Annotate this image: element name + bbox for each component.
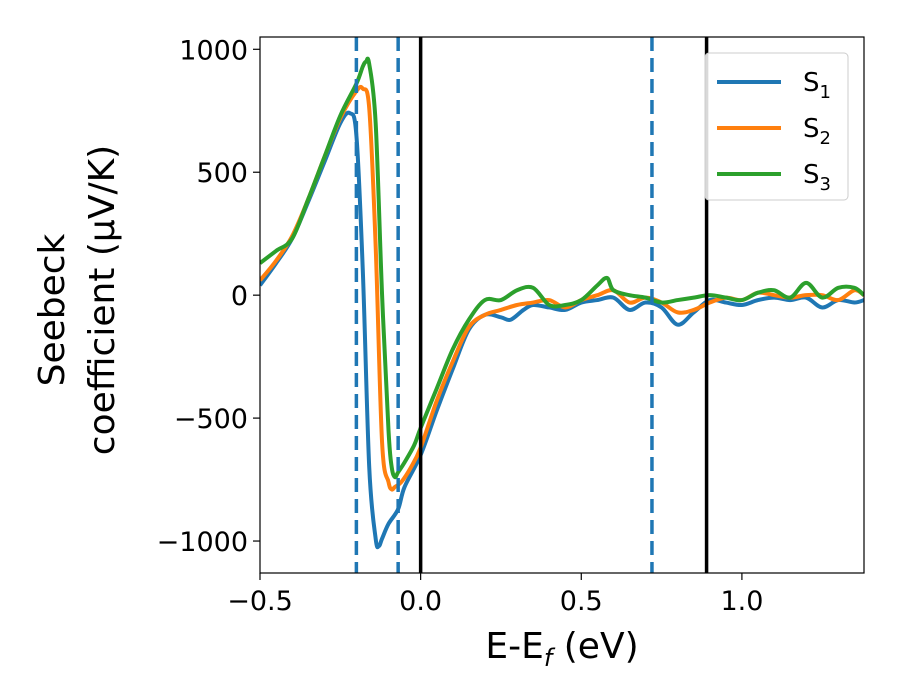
legend-label-1: S1 <box>803 68 831 103</box>
series-line-3 <box>260 56 864 480</box>
y-tick-label: −500 <box>174 404 248 435</box>
legend-label-3: S3 <box>803 160 831 195</box>
x-axis-title-unit: (eV) <box>552 626 638 667</box>
plot-frame <box>259 36 865 574</box>
series-line-1 <box>260 110 864 550</box>
legend: S1 S2 S3 <box>704 52 849 201</box>
legend-label-2: S2 <box>803 114 831 149</box>
x-tick-label: −0.5 <box>227 586 293 617</box>
y-axis-title-line1: Seebeck <box>32 233 73 386</box>
x-tick-label: 0.0 <box>399 586 442 617</box>
y-tick-label: −1000 <box>157 527 248 558</box>
y-tick-label: 1000 <box>179 35 248 66</box>
y-tick-label: 0 <box>231 281 248 312</box>
series-layer <box>260 56 864 550</box>
y-tick-label: 500 <box>196 158 248 189</box>
x-tick-label: 0.5 <box>560 586 603 617</box>
x-axis-title: E-Ef (eV) <box>485 626 638 672</box>
y-axis-title-line2: coefficient (μV/K) <box>82 145 123 455</box>
x-tick-label: 1.0 <box>720 586 763 617</box>
axis-ticks: −0.5 0.0 0.5 1.0 −1000 −500 0 500 1000 <box>157 35 764 617</box>
